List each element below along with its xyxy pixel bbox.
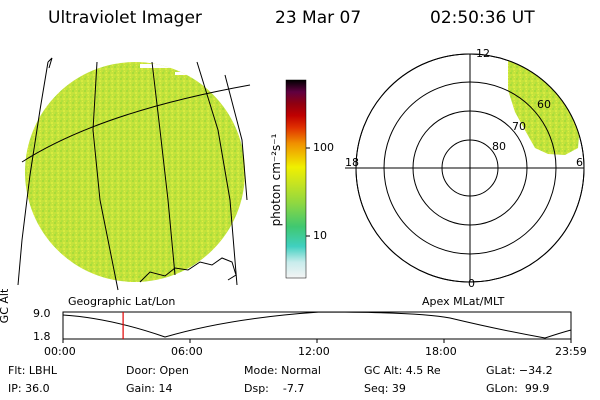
dsp-info: Dsp: -7.7 <box>244 382 305 395</box>
left-panel-label: Geographic Lat/Lon <box>68 295 176 308</box>
longitude-line <box>92 61 119 291</box>
lat-label-60: 60 <box>537 98 551 111</box>
ip-info: IP: 36.0 <box>8 382 50 395</box>
mlt-label-18: 18 <box>345 156 359 169</box>
mode-info: Mode: Normal <box>244 364 321 377</box>
seq-info: Seq: 39 <box>364 382 406 395</box>
longitude-line <box>196 61 238 286</box>
mlt-label-0: 0 <box>468 277 475 290</box>
colorbar-tick-10: 10 <box>313 229 327 242</box>
instrument-title: Ultraviolet Imager <box>48 8 202 28</box>
orbit-altitude-curve <box>62 311 572 339</box>
mlt-label-12: 12 <box>476 47 490 60</box>
time-label: 02:50:36 UT <box>430 8 535 28</box>
glon-info: GLon: 99.9 <box>486 382 550 395</box>
coastline <box>139 257 237 283</box>
longitude-line <box>17 61 49 286</box>
filter-info: Flt: LBHL <box>8 364 57 377</box>
timeline-ylabel: GC Alt <box>0 288 11 324</box>
earth-disk <box>25 62 245 282</box>
orbit-timeline <box>62 311 572 343</box>
lat-label-70: 70 <box>512 120 526 133</box>
date-label: 23 Mar 07 <box>275 8 362 28</box>
lat-label-80: 80 <box>492 140 506 153</box>
colorbar-tick-100: 100 <box>313 141 334 154</box>
left-edge-mark <box>47 57 53 69</box>
gcalt-info: GC Alt: 4.5 Re <box>364 364 441 377</box>
colorbar-unit-label: photon cm⁻²s⁻¹ <box>269 133 283 227</box>
mlt-label-6: 6 <box>576 156 583 169</box>
geographic-image <box>17 57 251 291</box>
colorbar <box>285 79 307 279</box>
latitude-line <box>21 84 251 163</box>
door-info: Door: Open <box>126 364 189 377</box>
longitude-line <box>151 61 176 276</box>
longitude-line <box>224 74 248 201</box>
gain-info: Gain: 14 <box>126 382 173 395</box>
timeline-y-bottom: 1.8 <box>33 330 51 343</box>
glat-info: GLat: −34.2 <box>486 364 553 377</box>
right-panel-label: Apex MLat/MLT <box>422 295 505 308</box>
timeline-tick-0600: 06:00 <box>171 345 203 358</box>
timeline-tick-0000: 00:00 <box>44 345 76 358</box>
timeline-tick-1800: 18:00 <box>425 345 457 358</box>
timeline-y-top: 9.0 <box>33 307 51 320</box>
polar-plot <box>345 53 585 283</box>
timeline-tick-1200: 12:00 <box>298 345 330 358</box>
timeline-tick-2359: 23:59 <box>555 345 587 358</box>
